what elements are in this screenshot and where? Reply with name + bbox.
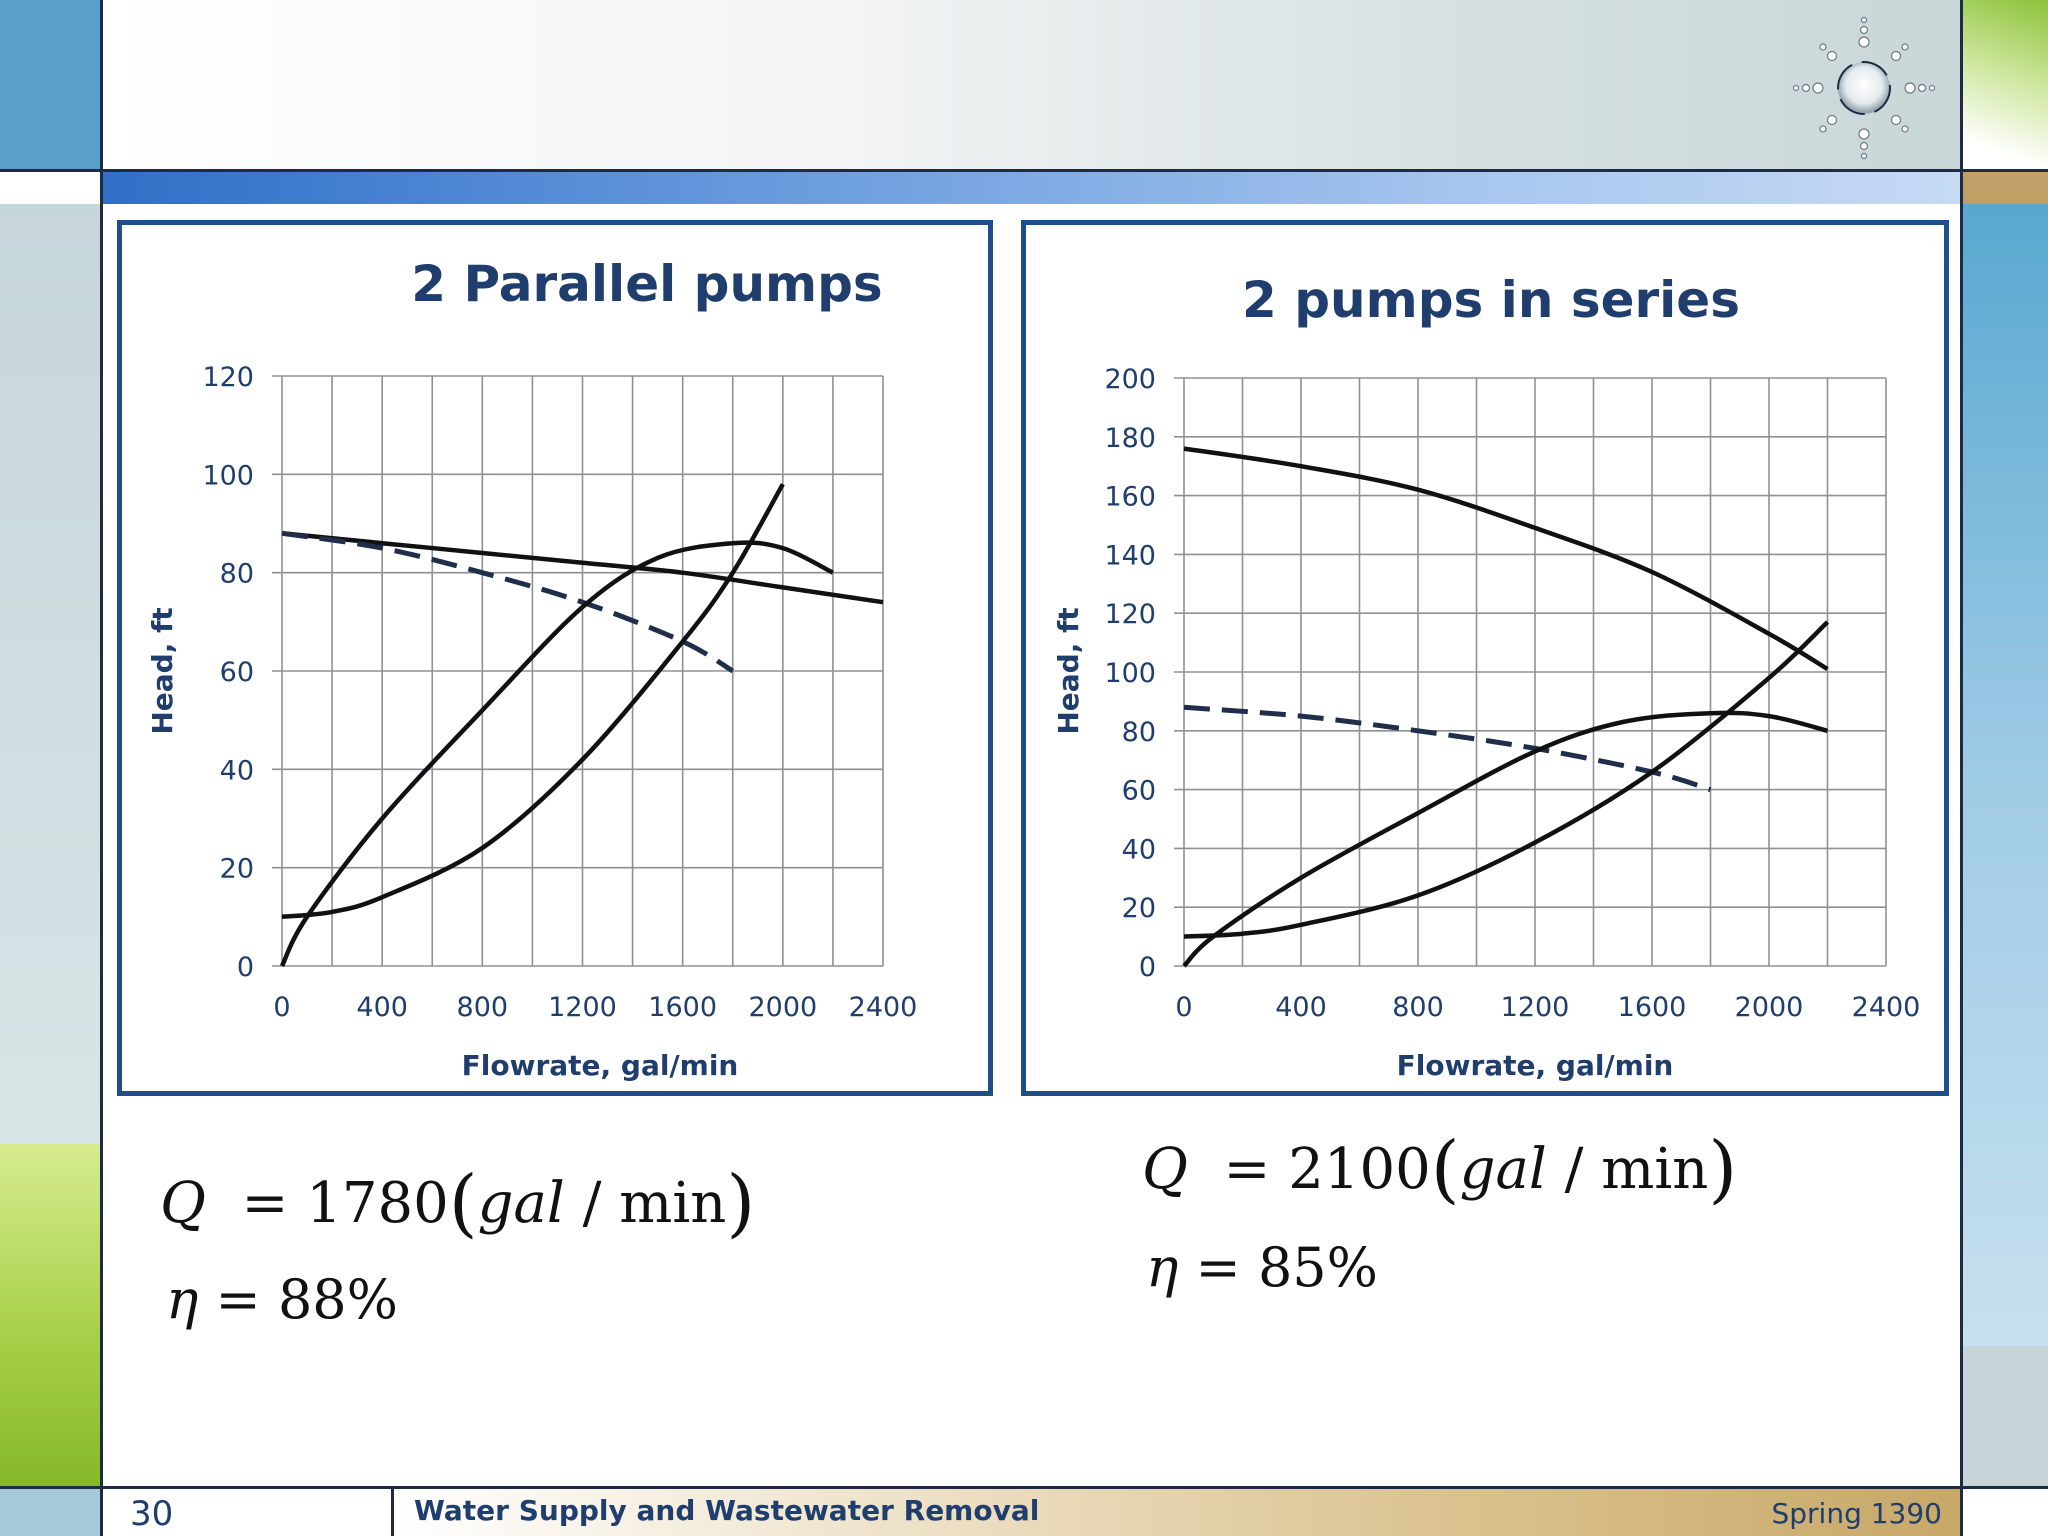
y-axis-title: Head, ft [146,607,179,734]
footer-number-cell [103,1489,393,1536]
footer-band [394,1489,1960,1536]
y-tick-label: 180 [1104,423,1156,454]
chart-parallel-pumps: 2 Parallel pumps 0 400 800 1200 1600 2000 2400… [146,255,918,1082]
side-block-left [0,204,100,1144]
series-line-3 [1183,620,1830,939]
side-block-right [1963,204,2048,1346]
flowrate-result-left: Q = 1780(gal / min) [160,1160,756,1246]
y-tick-label: 80 [220,559,254,590]
x-tick-label: 800 [1392,992,1444,1023]
y-tick-label: 40 [220,755,254,786]
x-tick-label: 0 [273,992,290,1023]
header-accent-band [102,172,1962,204]
chart-panel-parallel: 2 Parallel pumps 0 400 800 1200 1600 2000 2400… [117,220,993,1096]
corner-block-bottom-right [1963,1489,2048,1536]
q-value: 2100 [1288,1137,1431,1202]
series-line-0 [281,531,884,605]
divider-line [100,0,103,1536]
eta-symbol: η [1146,1236,1179,1299]
y-tick-label: 0 [1139,952,1156,983]
eta-value: 88% [277,1268,398,1331]
chart-title: 2 pumps in series [1242,271,1740,329]
x-axis-title: Flowrate, gal/min [1397,1049,1674,1082]
side-block-left-green [0,1144,100,1486]
y-tick-label: 100 [202,460,254,491]
chart-panel-series: 2 pumps in series 0 400 800 1200 1600 2000 240… [1021,220,1949,1096]
x-tick-label: 1600 [648,992,717,1023]
q-unit-denominator: min [619,1171,727,1236]
side-block-right-gold [1963,172,2048,204]
y-tick-label: 60 [1122,776,1156,807]
flowrate-result-right: Q = 2100(gal / min) [1142,1126,1738,1212]
q-symbol: Q [1142,1137,1188,1202]
sun-logo-icon [1792,16,1936,160]
efficiency-result-right: η = 85% [1146,1236,1378,1299]
divider-line [0,1486,2048,1489]
x-tick-label: 1200 [548,992,617,1023]
y-tick-label: 100 [1104,658,1156,689]
x-tick-label: 1200 [1501,992,1570,1023]
q-value: 1780 [306,1171,449,1236]
y-tick-label: 40 [1122,834,1156,865]
y-tick-label: 60 [220,657,254,688]
q-unit-denominator: min [1601,1137,1709,1202]
series-line-3 [281,483,785,920]
x-tick-label: 400 [356,992,408,1023]
y-tick-label: 200 [1104,364,1156,395]
x-tick-label: 2400 [1852,992,1921,1023]
y-tick-label: 20 [1122,893,1156,924]
x-tick-label: 2000 [1735,992,1804,1023]
q-unit-numerator: gal [1459,1137,1547,1202]
series-line-1 [281,530,735,674]
divider-line [391,1489,394,1536]
x-tick-label: 0 [1175,992,1192,1023]
footer-course-title: Water Supply and Wastewater Removal [414,1494,1040,1527]
y-tick-label: 160 [1104,482,1156,513]
y-tick-label: 120 [202,362,254,393]
corner-block-top-left [0,0,100,169]
q-unit-numerator: gal [477,1171,565,1236]
side-block-right-gray [1963,1346,2048,1486]
chart-title: 2 Parallel pumps [411,255,882,313]
x-tick-label: 2000 [748,992,817,1023]
header-band [102,0,1962,170]
corner-block-top-right [1963,0,2048,169]
x-tick-label: 1600 [1618,992,1687,1023]
slide-number: 30 [130,1494,174,1534]
q-symbol: Q [160,1171,206,1236]
x-tick-label: 800 [457,992,509,1023]
divider-line [0,169,2048,172]
series-line-2 [1182,710,1829,968]
eta-symbol: η [166,1268,199,1331]
y-tick-label: 0 [237,952,254,983]
x-tick-label: 2400 [849,992,918,1023]
divider-line [1960,0,1963,1536]
efficiency-result-left: η = 88% [166,1268,398,1331]
y-tick-label: 20 [220,854,254,885]
y-tick-label: 120 [1104,599,1156,630]
eta-value: 85% [1257,1236,1378,1299]
x-tick-label: 400 [1275,992,1327,1023]
y-axis-title: Head, ft [1052,607,1085,734]
series-line-0 [1183,446,1829,672]
footer-term: Spring 1390 [1771,1497,1942,1530]
corner-block-bottom-left [0,1489,100,1536]
y-tick-label: 140 [1104,540,1156,571]
chart-pumps-in-series: 2 pumps in series 0 400 800 1200 1600 2000 240… [1052,271,1921,1082]
y-tick-label: 80 [1122,717,1156,748]
x-axis-title: Flowrate, gal/min [462,1049,739,1082]
